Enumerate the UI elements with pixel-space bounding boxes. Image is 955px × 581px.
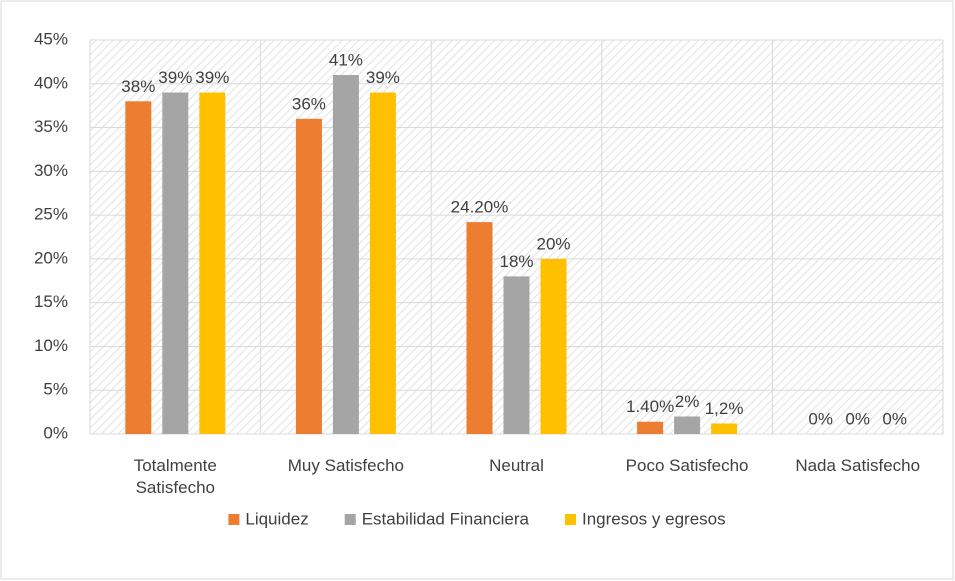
bar <box>295 118 322 435</box>
data-label: 0% <box>882 409 907 428</box>
data-label: 39% <box>195 68 229 87</box>
bar <box>540 258 567 434</box>
y-tick-label: 25% <box>34 205 68 224</box>
bar <box>637 421 664 434</box>
data-label: 0% <box>845 409 870 428</box>
y-tick-label: 45% <box>34 29 68 48</box>
x-tick-label: Neutral <box>489 456 544 475</box>
data-label: 1.40% <box>626 397 674 416</box>
y-tick-label: 15% <box>34 292 68 311</box>
bar <box>162 92 189 435</box>
legend-label: Liquidez <box>245 509 308 528</box>
bar <box>332 75 359 435</box>
bar <box>125 101 152 435</box>
legend-label: Estabilidad Financiera <box>362 509 530 528</box>
legend-swatch <box>564 514 576 525</box>
y-tick-label: 35% <box>34 117 68 136</box>
y-tick-label: 30% <box>34 161 68 180</box>
x-tick-label: Totalmente Satisfecho <box>133 456 217 497</box>
x-tick-label: Poco Satisfecho <box>625 456 749 475</box>
data-label: 1,2% <box>705 399 744 418</box>
x-tick-label: Nada Satisfecho <box>795 456 921 475</box>
y-tick-label: 10% <box>34 336 68 355</box>
bar <box>369 92 396 435</box>
x-tick-label: Muy Satisfecho <box>287 456 404 475</box>
legend-swatch <box>228 514 240 525</box>
data-label: 36% <box>292 94 326 113</box>
y-tick-label: 5% <box>43 380 68 399</box>
bar <box>674 416 701 434</box>
bar <box>503 276 530 434</box>
data-label: 2% <box>675 392 700 411</box>
y-tick-label: 40% <box>34 73 68 92</box>
data-label: 18% <box>499 252 533 271</box>
y-tick-label: 0% <box>43 423 68 442</box>
data-label: 38% <box>121 77 155 96</box>
y-tick-label: 20% <box>34 248 68 267</box>
legend-swatch <box>344 514 356 525</box>
data-label: 0% <box>808 409 833 428</box>
bar <box>711 423 738 434</box>
legend-label: Ingresos y egresos <box>582 509 726 528</box>
data-label: 39% <box>366 68 400 87</box>
data-label: 24.20% <box>451 198 509 217</box>
bar <box>466 222 493 434</box>
data-label: 20% <box>536 234 570 253</box>
data-label: 39% <box>158 68 192 87</box>
bar <box>199 92 226 435</box>
data-label: 41% <box>329 51 363 70</box>
